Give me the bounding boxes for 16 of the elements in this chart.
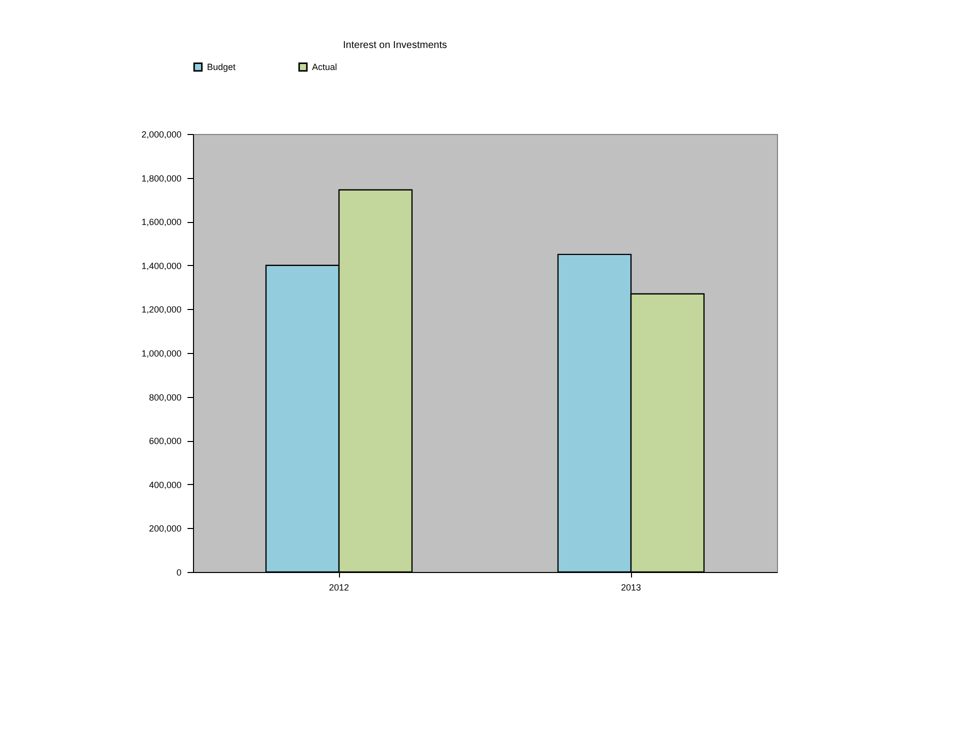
x-tick-label: 2012 (328, 582, 350, 592)
y-tick-label: 1,600,000 (141, 217, 182, 228)
y-tick-label: 1,800,000 (141, 173, 182, 184)
y-tick-label: 1,000,000 (141, 348, 182, 358)
y-tick-label: 600,000 (148, 436, 182, 446)
y-tick-label: 0 (176, 568, 182, 578)
legend-label: Actual (312, 62, 338, 72)
y-tick-label: 800,000 (148, 392, 182, 402)
y-tick-label: 2,000,000 (141, 130, 182, 140)
chart-title: Interest on Investments (343, 40, 447, 51)
y-tick-label: 400,000 (148, 480, 182, 490)
y-tick-label: 1,200,000 (141, 304, 182, 315)
legend-label: Budget (207, 62, 236, 72)
y-tick-label: 1,400,000 (141, 260, 182, 271)
y-tick-label: 200,000 (148, 524, 182, 534)
x-tick-label: 2013 (620, 582, 642, 592)
